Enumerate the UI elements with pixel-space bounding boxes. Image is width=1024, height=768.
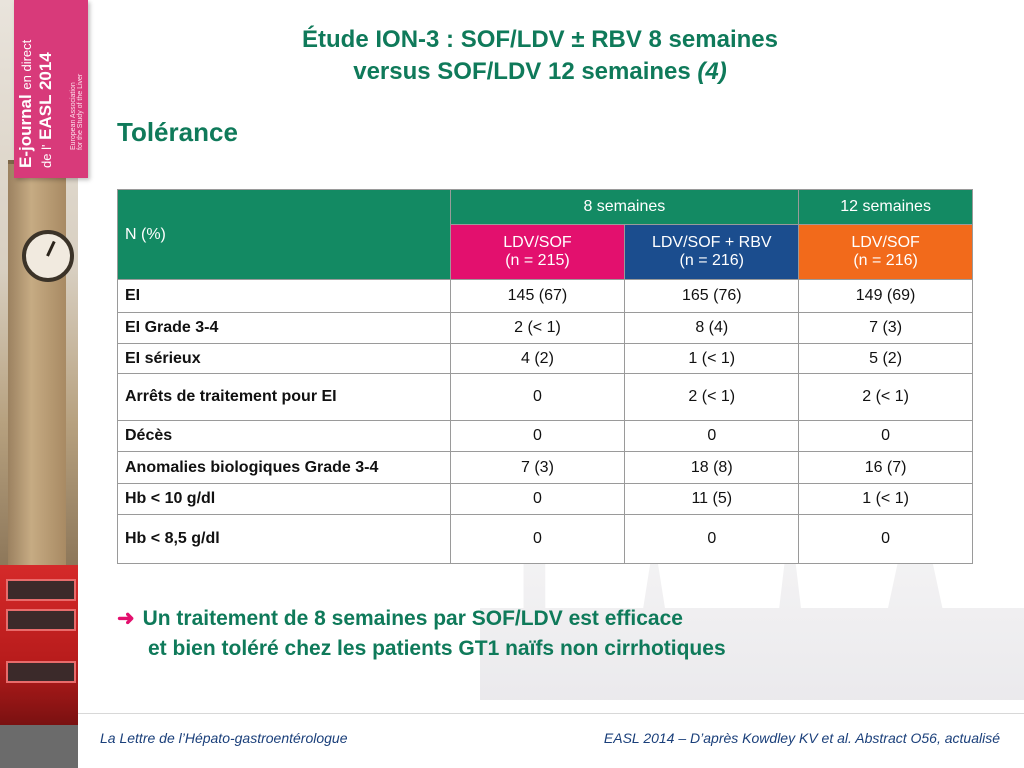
table-cell: 165 (76): [624, 279, 800, 313]
slide-title-line1: Étude ION-3 : SOF/LDV ± RBV 8 semaines: [302, 26, 778, 53]
ejournal-logo: E-journal en direct de l' EASL 2014 Euro…: [14, 0, 88, 178]
arm-n: (n = 216): [679, 252, 744, 269]
table-cell: 18 (8): [624, 451, 800, 484]
section-title: Tolérance: [117, 117, 238, 147]
table-row: Hb < 10 g/dl 0 11 (5) 1 (< 1): [117, 483, 973, 515]
header-arm-ldv-sof-8: LDV/SOF (n = 215): [449, 224, 626, 280]
header-group-12-weeks: 12 semaines: [798, 189, 973, 225]
row-label: Hb < 10 g/dl: [117, 483, 451, 515]
slide-title-line2: versus SOF/LDV 12 semaines (4): [200, 58, 880, 86]
conclusion: ➜ Un traitement de 8 semaines par SOF/LDV…: [117, 604, 726, 664]
table-cell: 5 (2): [798, 343, 973, 374]
bus-window: [6, 661, 76, 683]
logo-main: E-journal: [16, 94, 35, 168]
row-label: Arrêts de traitement pour EI: [117, 373, 451, 421]
header-arm-ldv-sof-12: LDV/SOF (n = 216): [798, 224, 973, 280]
logo-prefix: de l': [39, 144, 54, 168]
footer-reference: EASL 2014 – D’après Kowdley KV et al. Ab…: [603, 730, 1000, 746]
logo-subtitle-line2: for the Study of the Liver: [77, 73, 84, 150]
arm-name: LDV/SOF: [851, 234, 920, 251]
table-row: EI sérieux 4 (2) 1 (< 1) 5 (2): [117, 343, 973, 374]
table-row: EI 145 (67) 165 (76) 149 (69): [117, 279, 973, 313]
table-row: Hb < 8,5 g/dl 0 0 0: [117, 514, 973, 564]
table-header-row-groups: N (%) 8 semaines 12 semaines: [117, 189, 973, 280]
footer-journal: La Lettre de l’Hépato-gastroentérologue: [100, 730, 348, 746]
header-corner: N (%): [117, 189, 451, 280]
table-cell: 7 (3): [798, 312, 973, 344]
table-cell: 0: [624, 420, 800, 452]
table-cell: 0: [798, 420, 973, 452]
logo-mid: en direct: [19, 39, 34, 90]
bus-window: [6, 609, 76, 631]
table-cell: 2 (< 1): [449, 312, 626, 344]
row-label: Décès: [117, 420, 451, 452]
arm-name: LDV/SOF + RBV: [651, 234, 772, 251]
table-cell: 11 (5): [624, 483, 800, 515]
arm-n: (n = 216): [853, 252, 918, 269]
table-cell: 1 (< 1): [798, 483, 973, 515]
table-cell: 2 (< 1): [798, 373, 973, 421]
arm-n: (n = 215): [505, 252, 570, 269]
table-cell: 0: [449, 420, 626, 452]
table-cell: 16 (7): [798, 451, 973, 484]
table-cell: 0: [798, 514, 973, 564]
slide-title-ref: (4): [697, 58, 727, 85]
table-cell: 4 (2): [449, 343, 626, 374]
table-row: Arrêts de traitement pour EI 0 2 (< 1) 2…: [117, 373, 973, 421]
table-cell: 0: [624, 514, 800, 564]
logo-event: EASL 2014: [36, 52, 55, 140]
row-label: EI: [117, 279, 451, 313]
footer-divider: [78, 713, 1024, 714]
clock-tower: [8, 160, 66, 604]
table-cell: 145 (67): [449, 279, 626, 313]
road: [0, 725, 78, 768]
header-group-8-weeks: 8 semaines: [449, 189, 800, 225]
table-row: EI Grade 3-4 2 (< 1) 8 (4) 7 (3): [117, 312, 973, 344]
table-cell: 149 (69): [798, 279, 973, 313]
row-label: EI sérieux: [117, 343, 451, 374]
row-label: Anomalies biologiques Grade 3-4: [117, 451, 451, 484]
conclusion-line2: et bien toléré chez les patients GT1 naï…: [148, 637, 726, 660]
arm-name: LDV/SOF: [503, 234, 572, 251]
table-cell: 0: [449, 483, 626, 515]
row-label: Hb < 8,5 g/dl: [117, 514, 451, 564]
red-bus: [0, 565, 78, 725]
conclusion-line1: Un traitement de 8 semaines par SOF/LDV …: [142, 607, 683, 630]
slide-title-text: versus SOF/LDV 12 semaines: [353, 58, 691, 85]
bus-window: [6, 579, 76, 601]
clock-face-icon: [22, 230, 74, 282]
table-row: Décès 0 0 0: [117, 420, 973, 452]
table-cell: 0: [449, 514, 626, 564]
table-header-row-arms: LDV/SOF (n = 215) LDV/SOF + RBV (n = 216…: [118, 224, 973, 280]
table-cell: 7 (3): [449, 451, 626, 484]
logo-subtitle: European Association for the Study of th…: [70, 74, 84, 150]
arrow-right-icon: ➜: [117, 607, 135, 630]
header-arm-ldv-sof-rbv-8: LDV/SOF + RBV (n = 216): [624, 224, 800, 280]
row-label: EI Grade 3-4: [117, 312, 451, 344]
table-row: Anomalies biologiques Grade 3-4 7 (3) 18…: [117, 451, 973, 484]
table-cell: 1 (< 1): [624, 343, 800, 374]
tolerance-table: N (%) 8 semaines 12 semaines LDV/SOF (n …: [117, 189, 973, 564]
table-cell: 2 (< 1): [624, 373, 800, 421]
table-cell: 8 (4): [624, 312, 800, 344]
logo-subtitle-line1: European Association: [70, 82, 77, 150]
table-cell: 0: [449, 373, 626, 421]
logo-text: E-journal en direct de l' EASL 2014: [16, 40, 56, 168]
